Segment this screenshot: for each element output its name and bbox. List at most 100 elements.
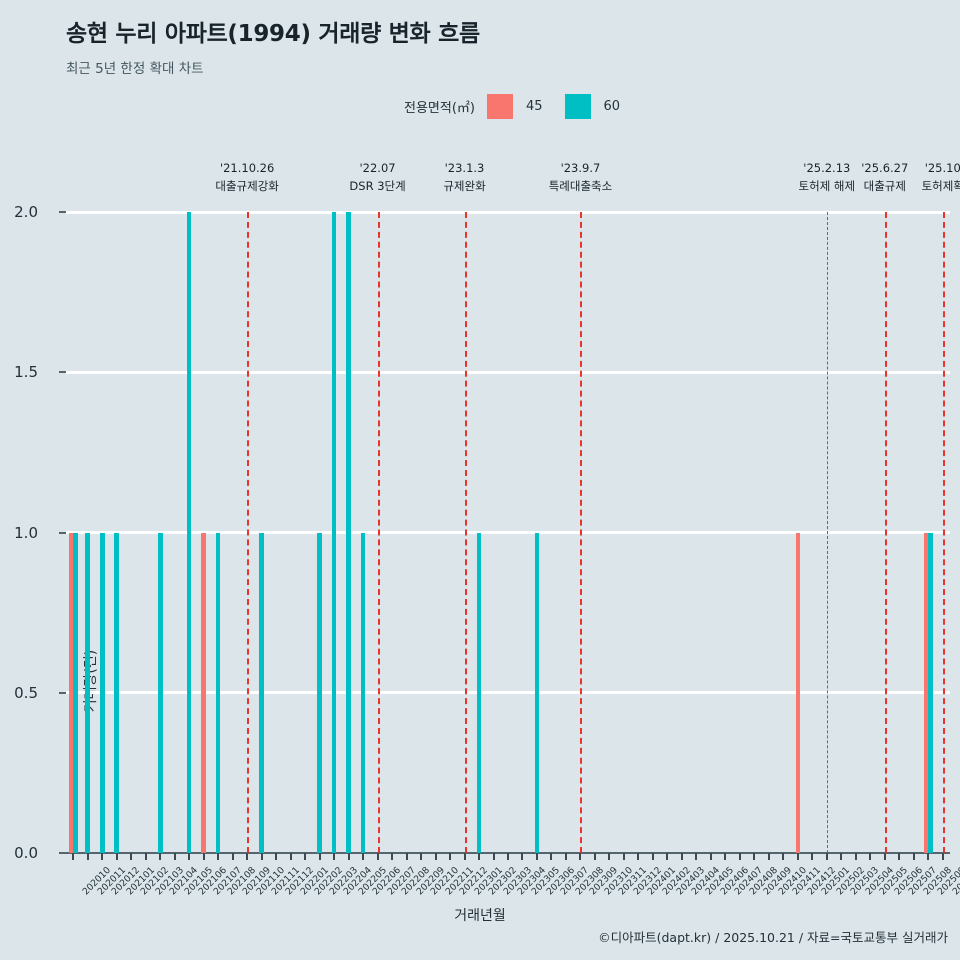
y-axis-tick-mark <box>59 691 66 694</box>
event-date: '22.07 <box>359 161 396 175</box>
x-axis-tick-mark <box>535 853 538 860</box>
x-axis-tick-mark <box>130 853 133 860</box>
event-annotation: '25.10 토허제확 <box>922 160 960 196</box>
x-axis-tick-mark <box>347 853 350 860</box>
x-axis-tick-mark <box>782 853 785 860</box>
x-axis-tick-mark <box>362 853 365 860</box>
event-name: 대출규제강화 <box>215 178 279 193</box>
bar[interactable] <box>68 532 74 853</box>
event-date: '21.10.26 <box>219 161 275 175</box>
x-axis-tick-mark <box>289 853 292 860</box>
y-axis-tick-label: 0.0 <box>14 844 38 862</box>
x-axis-tick-mark <box>753 853 756 860</box>
event-annotation: '22.07 DSR 3단계 <box>349 160 405 196</box>
x-axis-tick-mark <box>927 853 930 860</box>
bar[interactable] <box>331 212 337 853</box>
x-axis-tick-mark <box>622 853 625 860</box>
x-axis-tick-mark <box>738 853 741 860</box>
x-axis-tick-mark <box>869 853 872 860</box>
bar[interactable] <box>73 532 78 853</box>
x-axis-tick-mark <box>507 853 509 860</box>
x-axis-tick-mark <box>188 853 191 860</box>
bar[interactable] <box>346 212 351 853</box>
x-axis-tick-mark <box>144 853 147 860</box>
gridline <box>66 531 950 534</box>
x-axis-tick-mark <box>101 853 104 860</box>
legend-item-45[interactable]: 45 <box>486 94 565 119</box>
x-axis-tick-mark <box>579 853 582 860</box>
x-axis-tick-mark <box>593 853 596 860</box>
x-axis-tick-mark <box>217 853 220 860</box>
x-axis-tick-mark <box>115 853 118 860</box>
y-axis-tick-mark <box>59 211 66 213</box>
event-date: '23.1.3 <box>444 161 485 175</box>
x-axis-tick-mark <box>202 853 205 860</box>
y-axis-tick-label: 1.5 <box>14 363 38 382</box>
x-axis-tick-mark <box>420 853 423 860</box>
x-axis-tick-mark <box>478 853 481 860</box>
event-name: 토허제 해제 <box>798 178 856 193</box>
x-axis-title: 거래년월 <box>454 908 506 924</box>
bar[interactable] <box>215 532 221 853</box>
event-name: 대출규제 <box>863 178 906 193</box>
bar[interactable] <box>923 532 929 853</box>
gridline <box>66 691 950 695</box>
y-axis-tick-label: 1.0 <box>14 523 38 542</box>
event-name: 특례대출축소 <box>548 178 613 193</box>
event-date: '25.2.13 <box>803 161 851 175</box>
event-date: '25.10 <box>924 161 960 175</box>
bar[interactable] <box>360 532 366 853</box>
event-annotation: '21.10.26 대출규제강화 <box>215 160 278 196</box>
event-marker-line <box>377 212 380 853</box>
event-marker-line <box>580 212 583 853</box>
event-name: 규제완화 <box>443 178 486 193</box>
bar[interactable] <box>85 532 91 853</box>
bar[interactable] <box>317 532 322 853</box>
gridline <box>66 210 950 214</box>
event-annotation: '25.6.27 대출규제 <box>861 160 908 196</box>
x-axis-tick-mark <box>159 853 162 860</box>
x-axis-tick-mark <box>463 853 466 860</box>
x-axis-tick-mark <box>883 853 886 860</box>
bar[interactable] <box>201 532 206 853</box>
x-axis-tick-mark <box>449 853 452 860</box>
x-axis-tick-mark <box>550 853 553 860</box>
event-marker-line <box>826 212 828 853</box>
event-annotation: '25.2.13 토허제 해제 <box>799 160 856 196</box>
legend-swatch-45 <box>486 94 513 119</box>
y-axis-tick-label: 2.0 <box>14 203 38 221</box>
x-axis-tick-mark <box>318 853 321 860</box>
x-axis-tick-mark <box>898 853 901 860</box>
x-axis-tick-mark <box>333 853 336 860</box>
bar[interactable] <box>186 212 192 853</box>
bar[interactable] <box>157 532 163 853</box>
legend-title: 전용면적(㎡) <box>404 101 475 116</box>
bar[interactable] <box>476 532 482 853</box>
legend-item-60[interactable]: 60 <box>564 94 643 119</box>
x-axis-tick-mark <box>767 853 770 860</box>
x-axis-tick-mark <box>840 853 843 860</box>
x-axis-tick-mark <box>637 853 640 860</box>
x-axis-tick-mark <box>246 853 249 860</box>
x-axis-tick-mark <box>666 853 669 860</box>
bar[interactable] <box>795 532 801 853</box>
x-axis-tick-mark <box>811 853 814 860</box>
x-axis-tick-mark <box>434 853 437 860</box>
bar[interactable] <box>928 532 933 853</box>
legend-label-60: 60 <box>603 99 621 114</box>
bar[interactable] <box>114 532 120 853</box>
x-axis-tick-mark <box>492 853 495 860</box>
bar[interactable] <box>259 532 264 853</box>
event-annotation: '23.9.7 특례대출축소 <box>549 160 612 196</box>
bar[interactable] <box>99 532 105 853</box>
gridline <box>66 370 950 374</box>
y-axis-tick-mark <box>59 531 66 534</box>
x-axis-tick-mark <box>521 853 524 860</box>
bar[interactable] <box>534 532 540 853</box>
x-axis-tick-mark <box>695 853 698 860</box>
x-axis-tick-mark <box>260 853 263 860</box>
event-marker-line <box>464 212 467 853</box>
y-axis-tick-mark <box>59 852 66 854</box>
event-annotation: '23.1.3 규제완화 <box>443 160 485 196</box>
chart-header: 송현 누리 아파트(1994) 거래량 변화 흐름 최근 5년 한정 확대 차트 <box>66 14 480 77</box>
